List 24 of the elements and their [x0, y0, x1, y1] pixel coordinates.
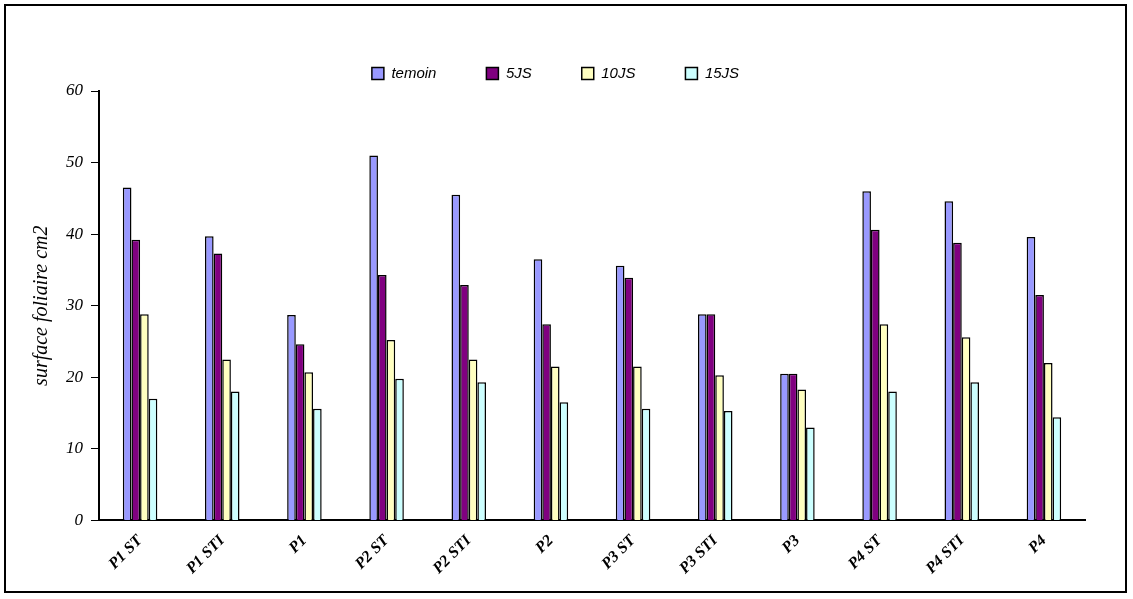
x-tick-label: P4 STI: [921, 530, 968, 577]
y-axis-title: surface foliaire cm2: [29, 225, 53, 386]
x-tick-label: P4 ST: [843, 530, 886, 573]
legend-label: temoin: [391, 63, 437, 81]
x-tick-label: P1 STI: [181, 530, 228, 577]
y-tick-label: 40: [66, 223, 84, 243]
legend-label: 10JS: [601, 63, 636, 81]
y-tick-label: 20: [66, 366, 84, 386]
x-tick-label: P3: [777, 531, 803, 557]
x-tick-label: P3 STI: [674, 530, 721, 577]
legend-label: 15JS: [704, 63, 740, 81]
y-tick-label: 0: [74, 509, 84, 529]
x-tick-label: P2: [530, 531, 556, 557]
x-tick-label: P1: [284, 531, 310, 557]
x-tick-label: P2 ST: [350, 530, 393, 573]
y-tick-label: 30: [65, 295, 84, 315]
y-tick-label: 60: [66, 80, 84, 100]
legend-label: 5JS: [505, 63, 532, 81]
x-tick-label: P1 ST: [103, 530, 146, 573]
y-tick-label: 10: [66, 438, 84, 458]
y-tick-label: 50: [66, 152, 84, 172]
x-tick-label: P4: [1023, 531, 1049, 557]
x-tick-label: P3 ST: [596, 530, 639, 573]
x-tick-label: P2 STI: [428, 530, 475, 577]
